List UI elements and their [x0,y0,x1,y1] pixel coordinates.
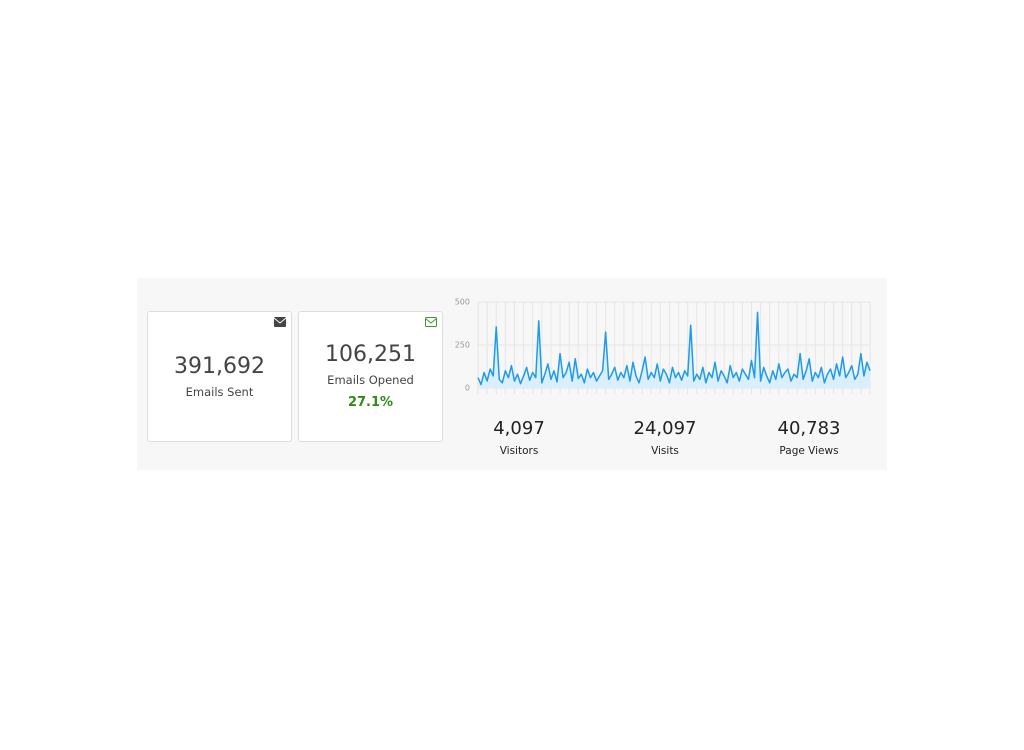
stat-label: Visits [651,445,679,457]
stat-value: 4,097 [493,418,545,439]
card-value: 106,251 [325,342,416,367]
area [478,312,870,388]
card-rate: 27.1% [347,395,394,410]
y-tick-label: 500 [455,298,470,307]
stat-label: Visitors [499,445,539,457]
y-tick-label: 250 [455,341,470,350]
envelope-icon [425,317,437,327]
stat-card: 391,692 Emails Sent [147,311,292,442]
card-label: Emails Sent [185,385,254,399]
stat-value: 24,097 [633,418,697,439]
line [477,311,871,386]
stat-label: Page Views [779,445,839,457]
stat: 24,097 Visits [595,418,735,457]
stat-card: 106,251 Emails Opened 27.1% [298,311,443,442]
card-value: 391,692 [174,354,265,379]
envelope-icon [274,317,286,327]
stat: 40,783 Page Views [739,418,879,457]
chart: 0 250 500 [455,298,871,394]
dashboard-panel: 391,692 Emails Sent 106,251 Emails Opene… [137,278,887,470]
y-tick-label: 0 [465,384,470,393]
stat: 4,097 Visitors [449,418,589,457]
stat-value: 40,783 [777,418,841,439]
card-label: Emails Opened [327,373,414,387]
